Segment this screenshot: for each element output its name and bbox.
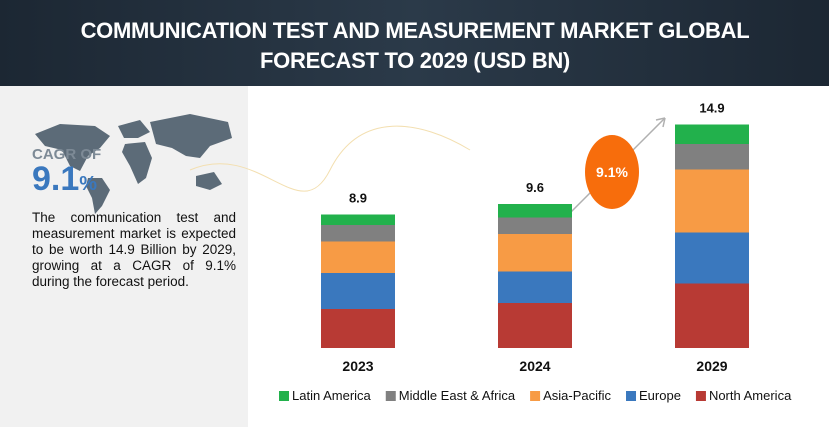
x-tick-label: 2024 <box>519 358 550 374</box>
bar-segment <box>498 303 572 348</box>
cagr: 9.1% <box>32 160 97 199</box>
cagr-value: 9.1 <box>32 160 80 198</box>
world-map <box>35 114 232 214</box>
legend-swatch <box>530 391 541 401</box>
description: The communication test and measurement m… <box>32 210 236 289</box>
x-tick-label: 2023 <box>342 358 373 374</box>
bar-segment <box>321 214 395 225</box>
legend-label: Europe <box>639 388 681 403</box>
arrow-head <box>655 117 666 128</box>
bar-segment <box>498 217 572 234</box>
bar-segment <box>498 271 572 303</box>
title: COMMUNICATION TEST AND MEASUREMENT MARKE… <box>80 18 750 73</box>
legend-label: Middle East & Africa <box>399 388 516 403</box>
cagr-unit: % <box>79 173 98 195</box>
total-label: 8.9 <box>349 191 367 206</box>
legend-swatch <box>695 391 706 401</box>
bar-segment <box>675 169 749 233</box>
x-tick-label: 2029 <box>696 358 727 374</box>
bar-segment <box>675 232 749 284</box>
legend-swatch <box>385 391 396 401</box>
bar-segment <box>321 225 395 242</box>
cagr-label: CAGR OF <box>32 146 102 163</box>
legend-label: Latin America <box>292 388 372 403</box>
bar-segment <box>321 273 395 309</box>
cagr-bubble <box>585 135 639 209</box>
bar-segment <box>321 241 395 273</box>
bar-segment <box>675 144 749 170</box>
bubble-label: 9.1% <box>596 164 628 180</box>
legend-label: North America <box>709 388 792 403</box>
bar-segment <box>321 309 395 348</box>
bar-segment <box>675 283 749 348</box>
bar-segment <box>675 124 749 144</box>
header: COMMUNICATION TEST AND MEASUREMENT MARKE… <box>0 0 829 86</box>
legend-swatch <box>626 391 637 401</box>
legend-label: Asia-Pacific <box>543 388 611 403</box>
total-label: 14.9 <box>699 101 724 116</box>
legend-swatch <box>279 391 289 401</box>
left-panel <box>0 86 248 427</box>
total-label: 9.6 <box>526 180 544 195</box>
bar-segment <box>498 204 572 218</box>
decor <box>189 125 471 192</box>
bar-segment <box>498 234 572 272</box>
